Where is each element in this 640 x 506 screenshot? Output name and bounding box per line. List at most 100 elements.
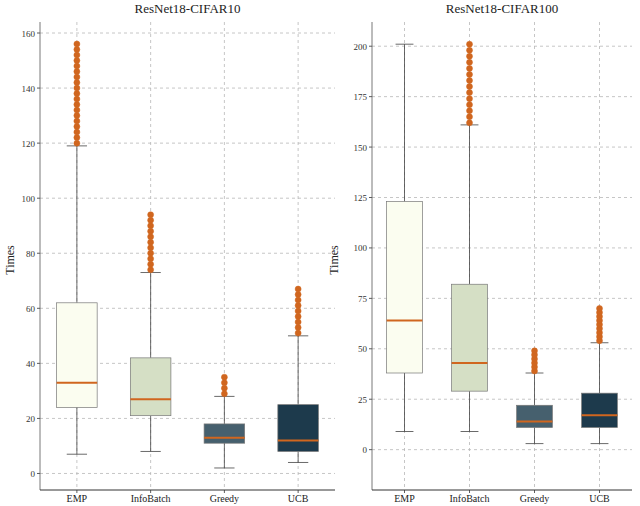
outlier (295, 286, 301, 292)
outlier (467, 114, 473, 120)
outlier (74, 96, 80, 102)
outlier (148, 217, 154, 223)
whisker-cap (140, 451, 160, 452)
y-label: Times (3, 245, 17, 275)
tick (37, 418, 40, 419)
x-axis (40, 490, 335, 491)
data (387, 41, 618, 443)
tick (37, 33, 40, 34)
whisker (76, 407, 77, 454)
outlier (148, 239, 154, 245)
category-label: EMP (394, 493, 415, 504)
outlier (74, 135, 80, 141)
y-axis (372, 22, 373, 490)
outlier (467, 90, 473, 96)
tick (37, 198, 40, 199)
whisker (224, 396, 225, 424)
outlier (467, 71, 473, 77)
outlier (221, 385, 227, 391)
whisker (404, 44, 405, 201)
whisker (76, 146, 77, 303)
outlier (148, 256, 154, 262)
outlier (295, 308, 301, 314)
outlier (467, 47, 473, 53)
outlier (74, 80, 80, 86)
outlier (74, 107, 80, 113)
grid-line (372, 197, 632, 198)
whisker-cap (288, 462, 308, 463)
box (57, 303, 98, 408)
outlier (221, 380, 227, 386)
outlier (74, 124, 80, 130)
tick-label: 100 (22, 194, 36, 204)
whisker-cap (591, 443, 609, 444)
outlier (148, 228, 154, 234)
tick-label: 125 (354, 193, 368, 203)
tick-label: 200 (354, 42, 368, 52)
whisker (599, 427, 600, 443)
median (278, 439, 319, 441)
outlier (295, 292, 301, 298)
y-label: Times (327, 245, 341, 275)
tick-label: 150 (354, 143, 368, 153)
grid-line (40, 33, 335, 34)
chart: 020406080100120140160ResNet18-CIFAR10Tim… (0, 0, 640, 506)
outlier (148, 212, 154, 218)
whisker-cap (461, 431, 479, 432)
tick-label: 160 (22, 29, 36, 39)
tick (37, 143, 40, 144)
grid-line (372, 46, 632, 47)
median (517, 420, 553, 422)
tick-label: 25 (358, 395, 368, 405)
grid-line (40, 143, 335, 144)
tick-label: 75 (358, 294, 368, 304)
median (387, 320, 423, 322)
outlier (295, 330, 301, 336)
tick (37, 308, 40, 309)
tick (369, 96, 372, 97)
tick (369, 247, 372, 248)
outlier (74, 52, 80, 58)
box (517, 405, 553, 427)
outlier (74, 41, 80, 47)
box (278, 405, 319, 452)
median (582, 414, 618, 416)
tick-label: 120 (22, 139, 36, 149)
outlier (467, 96, 473, 102)
category-label: UCB (288, 493, 309, 504)
tick-label: 140 (22, 84, 36, 94)
outlier (74, 113, 80, 119)
whisker-cap (67, 454, 87, 455)
tick (369, 46, 372, 47)
median (204, 437, 245, 439)
tick-label: 40 (26, 359, 36, 369)
outlier (74, 102, 80, 108)
x-axis (372, 490, 632, 491)
tick (369, 399, 372, 400)
category-label: UCB (589, 493, 610, 504)
outlier (467, 102, 473, 108)
whisker-cap (396, 431, 414, 432)
grid-line (372, 96, 632, 97)
outlier (467, 65, 473, 71)
box (130, 358, 171, 416)
tick-label: 0 (31, 469, 36, 479)
whisker (150, 273, 151, 358)
grid-line (372, 147, 632, 148)
title: ResNet18-CIFAR10 (135, 1, 241, 16)
outlier (148, 267, 154, 273)
category-label: Greedy (520, 493, 549, 504)
whisker (534, 373, 535, 405)
data (57, 41, 319, 468)
tick (369, 449, 372, 450)
whisker (469, 391, 470, 431)
median (130, 398, 171, 400)
whisker-cap (396, 44, 414, 45)
outlier (467, 41, 473, 47)
whisker (298, 336, 299, 405)
median (452, 362, 488, 364)
whisker (534, 427, 535, 443)
outlier (295, 314, 301, 320)
box (387, 202, 423, 373)
whisker (224, 443, 225, 468)
